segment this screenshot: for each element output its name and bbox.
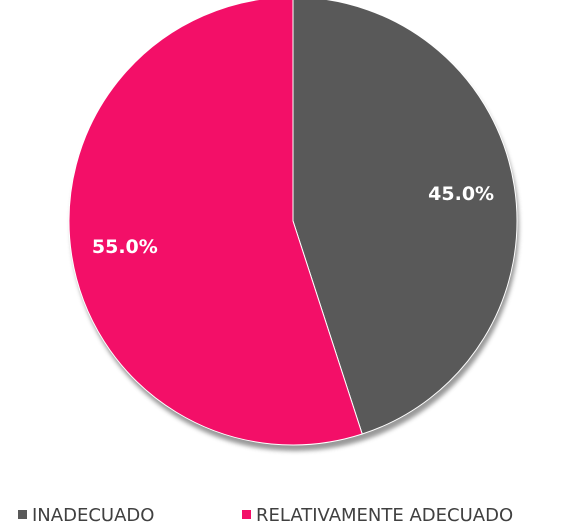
legend-label: INADECUADO (32, 505, 154, 526)
value-label: 55.0% (92, 236, 158, 258)
pie-slice (292, 0, 518, 435)
pie-slice (68, 0, 363, 446)
value-label: 45.0% (428, 183, 494, 205)
legend-swatch (18, 510, 27, 519)
legend-label: RELATIVAMENTE ADECUADO (256, 505, 513, 526)
legend-swatch (242, 510, 251, 519)
